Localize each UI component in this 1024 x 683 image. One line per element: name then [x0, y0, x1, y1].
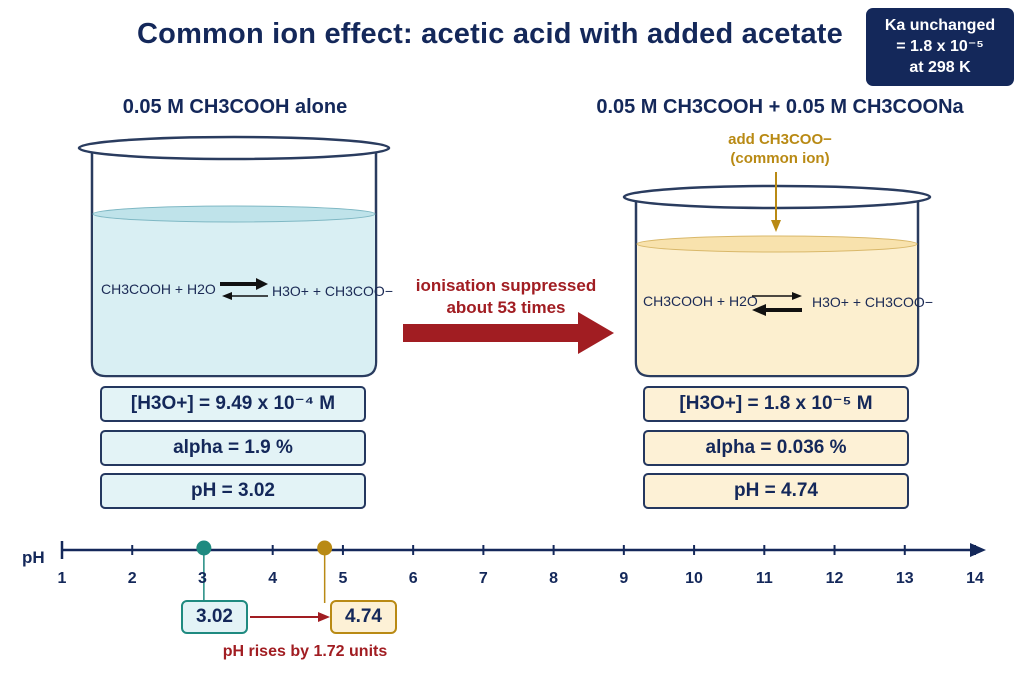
- right-h3o-box: [H3O+] = 1.8 x 10⁻⁵ M: [643, 386, 909, 422]
- page-title: Common ion effect: acetic acid with adde…: [137, 18, 843, 50]
- ka-note-line1: Ka unchanged: [884, 17, 996, 34]
- suppression-arrow: [403, 312, 614, 354]
- ph-tick-label: 3: [198, 570, 207, 587]
- ph-value-box-right: 4.74: [330, 600, 397, 634]
- ph-tick-label: 10: [685, 570, 703, 587]
- right-equation-reactant: CH3COOH + H2O: [643, 293, 758, 309]
- left-liquid: [93, 214, 375, 375]
- right-alpha-box: alpha = 0.036 %: [643, 430, 909, 466]
- add-common-ion-note: add CH3COO− (common ion): [680, 130, 880, 168]
- ph-marker-right: [317, 540, 333, 556]
- left-h3o-box: [H3O+] = 9.49 x 10⁻⁴ M: [100, 386, 366, 422]
- add-ion-line1: add CH3COO−: [728, 131, 832, 148]
- ph-tick-label: 7: [478, 570, 488, 587]
- ph-tick-label: 14: [966, 570, 984, 587]
- right-equilibrium-arrows: [752, 292, 802, 316]
- ph-tick-label: 6: [408, 570, 418, 587]
- left-beaker: [77, 135, 391, 378]
- ph-rise-note: pH rises by 1.72 units: [222, 643, 388, 660]
- right-equation-product: H3O+ + CH3COO−: [812, 294, 933, 310]
- suppression-note: ionisation suppressed about 53 times: [400, 275, 612, 319]
- ph-tick-label: 11: [755, 570, 773, 587]
- suppression-line1: ionisation suppressed: [415, 276, 597, 295]
- right-beaker-label: 0.05 M CH3COOH + 0.05 M CH3COONa: [596, 96, 964, 118]
- ph-tick-label: 1: [57, 570, 67, 587]
- left-ph-box: pH = 3.02: [100, 473, 366, 509]
- ka-note-box: Ka unchanged = 1.8 x 10⁻⁵ at 298 K: [866, 8, 1014, 86]
- ph-axis: [60, 540, 986, 603]
- left-equation-reactant: CH3COOH + H2O: [101, 281, 216, 297]
- ka-note-line2: = 1.8 x 10⁻⁵: [896, 38, 984, 55]
- right-ph-box: pH = 4.74: [643, 473, 909, 509]
- ph-value-box-left: 3.02: [181, 600, 248, 634]
- ph-tick-label: 9: [619, 570, 629, 587]
- ph-tick-label: 5: [338, 570, 348, 587]
- left-alpha-box: alpha = 1.9 %: [100, 430, 366, 466]
- suppression-line2: about 53 times: [446, 298, 566, 317]
- ph-tick-label: 12: [825, 570, 844, 587]
- ka-note-line3: at 298 K: [909, 59, 971, 76]
- ph-tick-label: 13: [895, 570, 914, 587]
- left-equilibrium-arrows: [220, 278, 268, 300]
- ph-marker-left: [196, 540, 212, 556]
- left-beaker-label: 0.05 M CH3COOH alone: [122, 96, 348, 118]
- add-ion-line2: (common ion): [730, 150, 830, 167]
- left-equation-product: H3O+ + CH3COO−: [272, 283, 393, 299]
- ph-tick-label: 4: [268, 570, 278, 587]
- ph-tick-label: 8: [549, 570, 559, 587]
- ph-tick-label: 2: [127, 570, 137, 587]
- ph-axis-label: pH: [22, 548, 45, 567]
